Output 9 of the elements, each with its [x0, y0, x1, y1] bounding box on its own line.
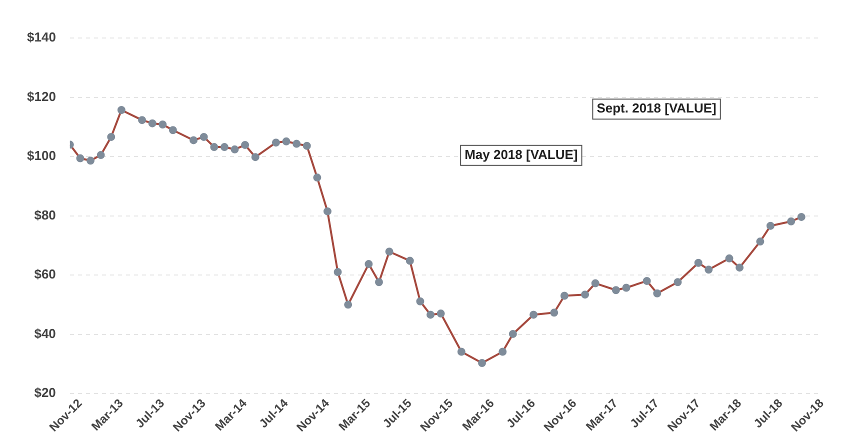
annotation: May 2018 [VALUE] [464, 146, 578, 162]
y-tick-label: $20 [34, 385, 56, 400]
y-tick-label: $60 [34, 266, 56, 282]
y-tick-label: $100 [27, 148, 56, 164]
y-tick-label: $40 [34, 326, 56, 341]
annotation: Sept. 2018 [VALUE] [596, 100, 716, 116]
y-tick-label: $120 [27, 88, 56, 104]
y-tick-label: $140 [27, 30, 56, 45]
y-tick-label: $80 [34, 207, 56, 222]
